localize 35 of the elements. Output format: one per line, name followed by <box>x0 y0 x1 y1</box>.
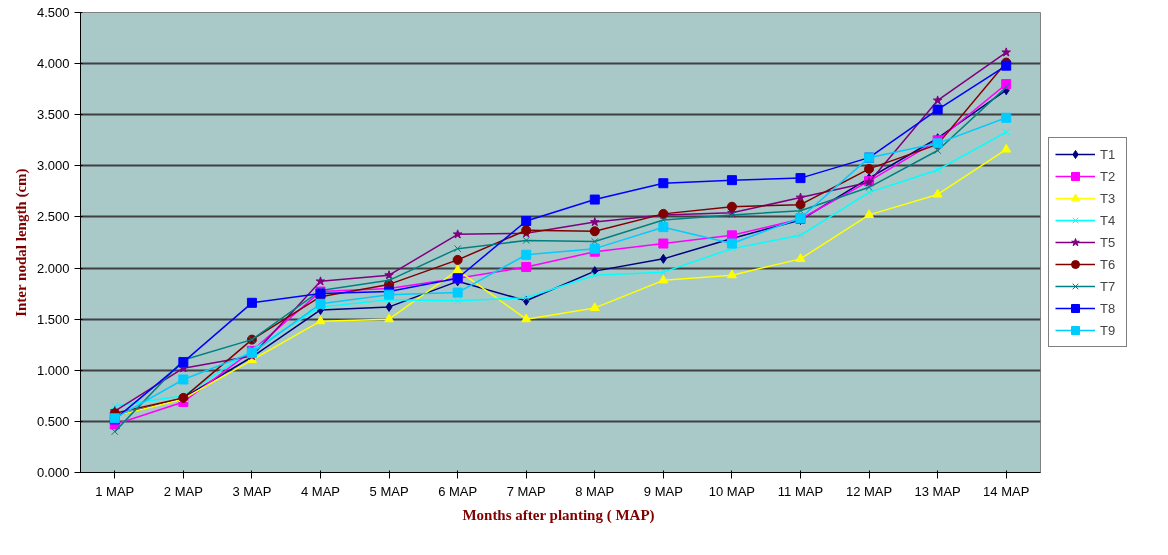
x-tick-label: 6 MAP <box>438 483 478 499</box>
x-axis-title: Months after planting ( MAP) <box>462 506 655 524</box>
legend-label: T1 <box>1100 146 1117 162</box>
y-tick-label: 4.000 <box>36 56 70 72</box>
y-tick-label: 1.000 <box>36 362 70 378</box>
x-tick-label: 1 MAP <box>95 483 135 499</box>
y-tick-label: 1.500 <box>36 311 70 327</box>
x-tick-label: 2 MAP <box>163 483 203 499</box>
x-tick-label: 10 MAP <box>708 483 756 499</box>
legend-label: T6 <box>1100 256 1117 272</box>
legend-label: T3 <box>1100 190 1117 206</box>
y-tick-label: 3.000 <box>36 158 70 174</box>
x-tick-label: 7 MAP <box>506 483 546 499</box>
y-tick-label: 0.500 <box>36 413 70 429</box>
x-tick-label: 9 MAP <box>643 483 683 499</box>
y-tick-label: 4.500 <box>36 5 70 20</box>
legend-label: T5 <box>1100 234 1117 250</box>
legend-label: T7 <box>1100 278 1117 294</box>
x-tick-label: 4 MAP <box>300 483 341 499</box>
x-tick-label: 11 MAP <box>777 483 824 499</box>
x-tick-label: 12 MAP <box>845 483 893 499</box>
y-tick-label: 2.000 <box>36 260 70 276</box>
legend-label: T8 <box>1100 300 1117 316</box>
y-tick-label: 2.500 <box>36 209 70 225</box>
x-tick-label: 14 MAP <box>983 483 1030 499</box>
legend-label: T2 <box>1100 168 1117 184</box>
legend-label: T4 <box>1100 212 1117 228</box>
x-tick-label: 8 MAP <box>575 483 615 499</box>
x-tick-label: 13 MAP <box>914 483 961 499</box>
x-tick-label: 5 MAP <box>369 483 409 499</box>
x-tick-label: 3 MAP <box>232 483 272 499</box>
y-tick-label: 3.500 <box>36 107 70 123</box>
y-axis-title: Inter nodal length (cm) <box>12 168 30 317</box>
y-tick-label: 0.000 <box>36 465 70 480</box>
legend-label: T9 <box>1100 322 1117 338</box>
